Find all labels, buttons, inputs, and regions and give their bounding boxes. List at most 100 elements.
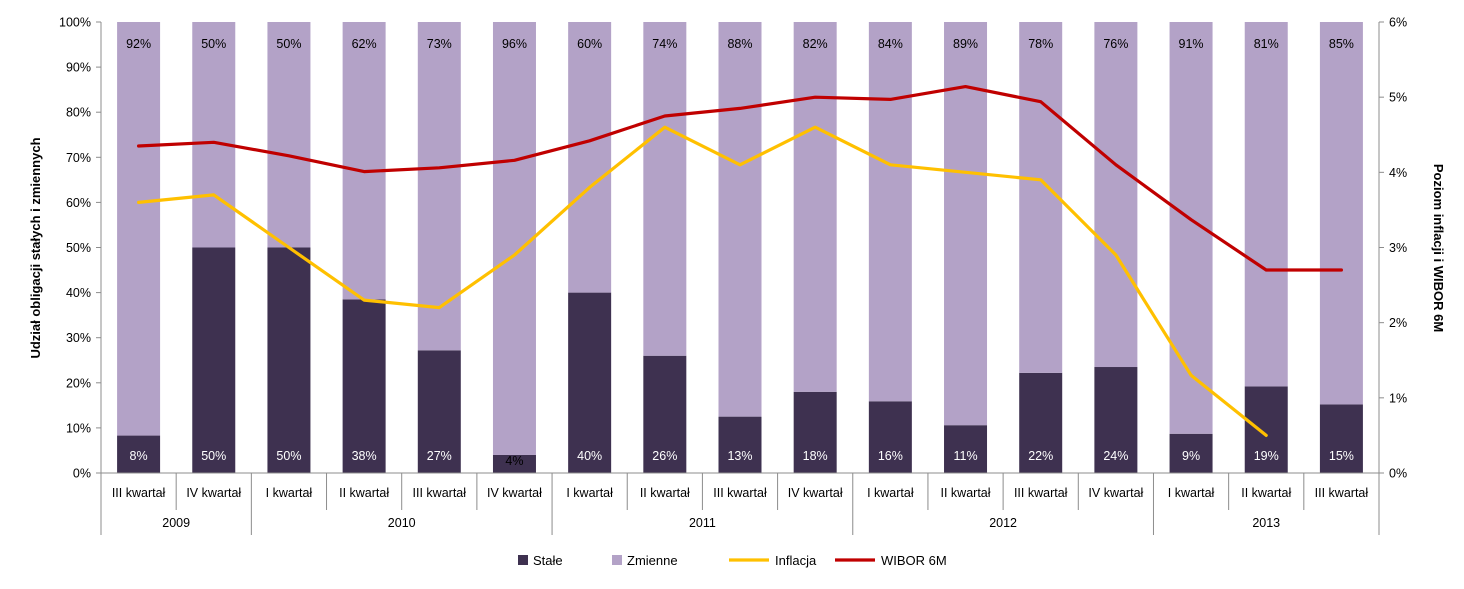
x-category-label: I kwartał: [566, 486, 613, 500]
data-label-stale: 26%: [652, 449, 677, 463]
data-label-stale: 18%: [803, 449, 828, 463]
bar-stale: [793, 391, 837, 473]
x-year-label: 2011: [689, 516, 716, 530]
bar-stale: [492, 454, 536, 473]
data-label-zmienne: 89%: [953, 37, 978, 51]
data-label-zmienne: 92%: [126, 37, 151, 51]
y-left-tick-label: 0%: [73, 467, 91, 481]
bar-zmienne: [267, 22, 311, 248]
data-label-stale: 27%: [427, 449, 452, 463]
x-year-label: 2012: [989, 516, 1017, 530]
data-label-zmienne: 88%: [727, 37, 752, 51]
line-inflacja: [137, 125, 1268, 437]
x-category-label: III kwartał: [413, 486, 467, 500]
y-left-tick-label: 50%: [66, 241, 91, 255]
bar-stale: [718, 416, 762, 473]
y-axis-left-title: Udział obligacji stałych i zmiennych: [28, 137, 43, 358]
y-left-tick-label: 10%: [66, 421, 91, 435]
data-label-zmienne: 62%: [352, 37, 377, 51]
data-label-group: 8% 92% 50% 50% 50% 50% 38% 62% 27% 73% 4% 96% 40% 60%…: [126, 37, 1354, 468]
y-right-tick-label: 0%: [1389, 467, 1407, 481]
y-left-tick-label: 40%: [66, 286, 91, 300]
bar-zmienne: [1319, 22, 1363, 405]
x-category-label: I kwartał: [867, 486, 914, 500]
y-left-tick-label: 80%: [66, 106, 91, 120]
data-label-zmienne: 91%: [1179, 37, 1204, 51]
x-year-label: 2013: [1252, 516, 1280, 530]
bar-stale: [117, 435, 161, 473]
data-label-stale: 40%: [577, 449, 602, 463]
x-category-label: IV kwartał: [487, 486, 542, 500]
data-label-zmienne: 74%: [652, 37, 677, 51]
bar-stale: [417, 350, 461, 473]
x-category-label: II kwartał: [1241, 486, 1291, 500]
y-left-tick-label: 60%: [66, 196, 91, 210]
legend-label: WIBOR 6M: [881, 553, 947, 568]
y-axis-right-title: Poziom inflacji i WIBOR 6M: [1431, 164, 1446, 332]
bar-stale: [1094, 367, 1138, 473]
data-label-stale: 9%: [1182, 449, 1200, 463]
x-category-label: III kwartał: [112, 486, 166, 500]
data-label-stale: 24%: [1103, 449, 1128, 463]
bar-stale: [1244, 386, 1288, 473]
data-label-zmienne: 50%: [276, 37, 301, 51]
x-category-label: IV kwartał: [1088, 486, 1143, 500]
line-series-group: [137, 84, 1344, 437]
x-category-label: II kwartał: [941, 486, 991, 500]
data-label-stale: 4%: [505, 454, 523, 468]
data-label-zmienne: 84%: [878, 37, 903, 51]
bar-zmienne: [793, 22, 837, 392]
y-right-tick-label: 4%: [1389, 166, 1407, 180]
x-category-label: IV kwartał: [788, 486, 843, 500]
data-label-zmienne: 85%: [1329, 37, 1354, 51]
data-label-zmienne: 82%: [803, 37, 828, 51]
data-label-stale: 15%: [1329, 449, 1354, 463]
bar-stale: [1169, 433, 1213, 473]
y-left-tick-label: 20%: [66, 376, 91, 390]
y-right-tick-label: 6%: [1389, 16, 1407, 30]
bar-stale: [267, 247, 311, 473]
data-label-zmienne: 78%: [1028, 37, 1053, 51]
bar-stale: [868, 401, 912, 473]
bar-zmienne: [417, 22, 461, 351]
bar-zmienne: [1094, 22, 1138, 368]
data-label-stale: 50%: [276, 449, 301, 463]
data-label-stale: 22%: [1028, 449, 1053, 463]
legend-label: Zmienne: [627, 553, 678, 568]
data-label-zmienne: 60%: [577, 37, 602, 51]
x-category-label: IV kwartał: [186, 486, 241, 500]
legend-label: Inflacja: [775, 553, 817, 568]
bar-series-group: [117, 22, 1363, 473]
y-left-tick-label: 90%: [66, 61, 91, 75]
bar-zmienne: [1019, 22, 1063, 373]
y-right-tick-label: 1%: [1389, 391, 1407, 405]
x-year-label: 2010: [388, 516, 416, 530]
bar-stale: [944, 425, 988, 473]
x-category-label: I kwartał: [1168, 486, 1215, 500]
x-category-label: II kwartał: [640, 486, 690, 500]
bar-zmienne: [568, 22, 612, 293]
y-right-tick-label: 5%: [1389, 91, 1407, 105]
y-left-tick-label: 30%: [66, 331, 91, 345]
y-left-tick-label: 70%: [66, 151, 91, 165]
x-category-label: III kwartał: [1315, 486, 1369, 500]
bar-zmienne: [944, 22, 988, 426]
y-right-tick-label: 2%: [1389, 316, 1407, 330]
bar-zmienne: [342, 22, 386, 300]
bar-zmienne: [1244, 22, 1288, 387]
data-label-zmienne: 81%: [1254, 37, 1279, 51]
bar-zmienne: [643, 22, 687, 356]
bar-stale: [192, 247, 236, 473]
legend: Stałe Zmienne Inflacja WIBOR 6M: [518, 553, 947, 568]
bar-stale: [643, 355, 687, 473]
bar-zmienne: [192, 22, 236, 248]
data-label-stale: 16%: [878, 449, 903, 463]
bar-zmienne: [868, 22, 912, 402]
x-category-label: III kwartał: [1014, 486, 1068, 500]
bar-stale: [1019, 372, 1063, 473]
bar-zmienne: [117, 22, 161, 436]
legend-swatch-box: [518, 555, 528, 565]
data-label-stale: 38%: [352, 449, 377, 463]
data-label-zmienne: 50%: [201, 37, 226, 51]
data-label-stale: 50%: [201, 449, 226, 463]
